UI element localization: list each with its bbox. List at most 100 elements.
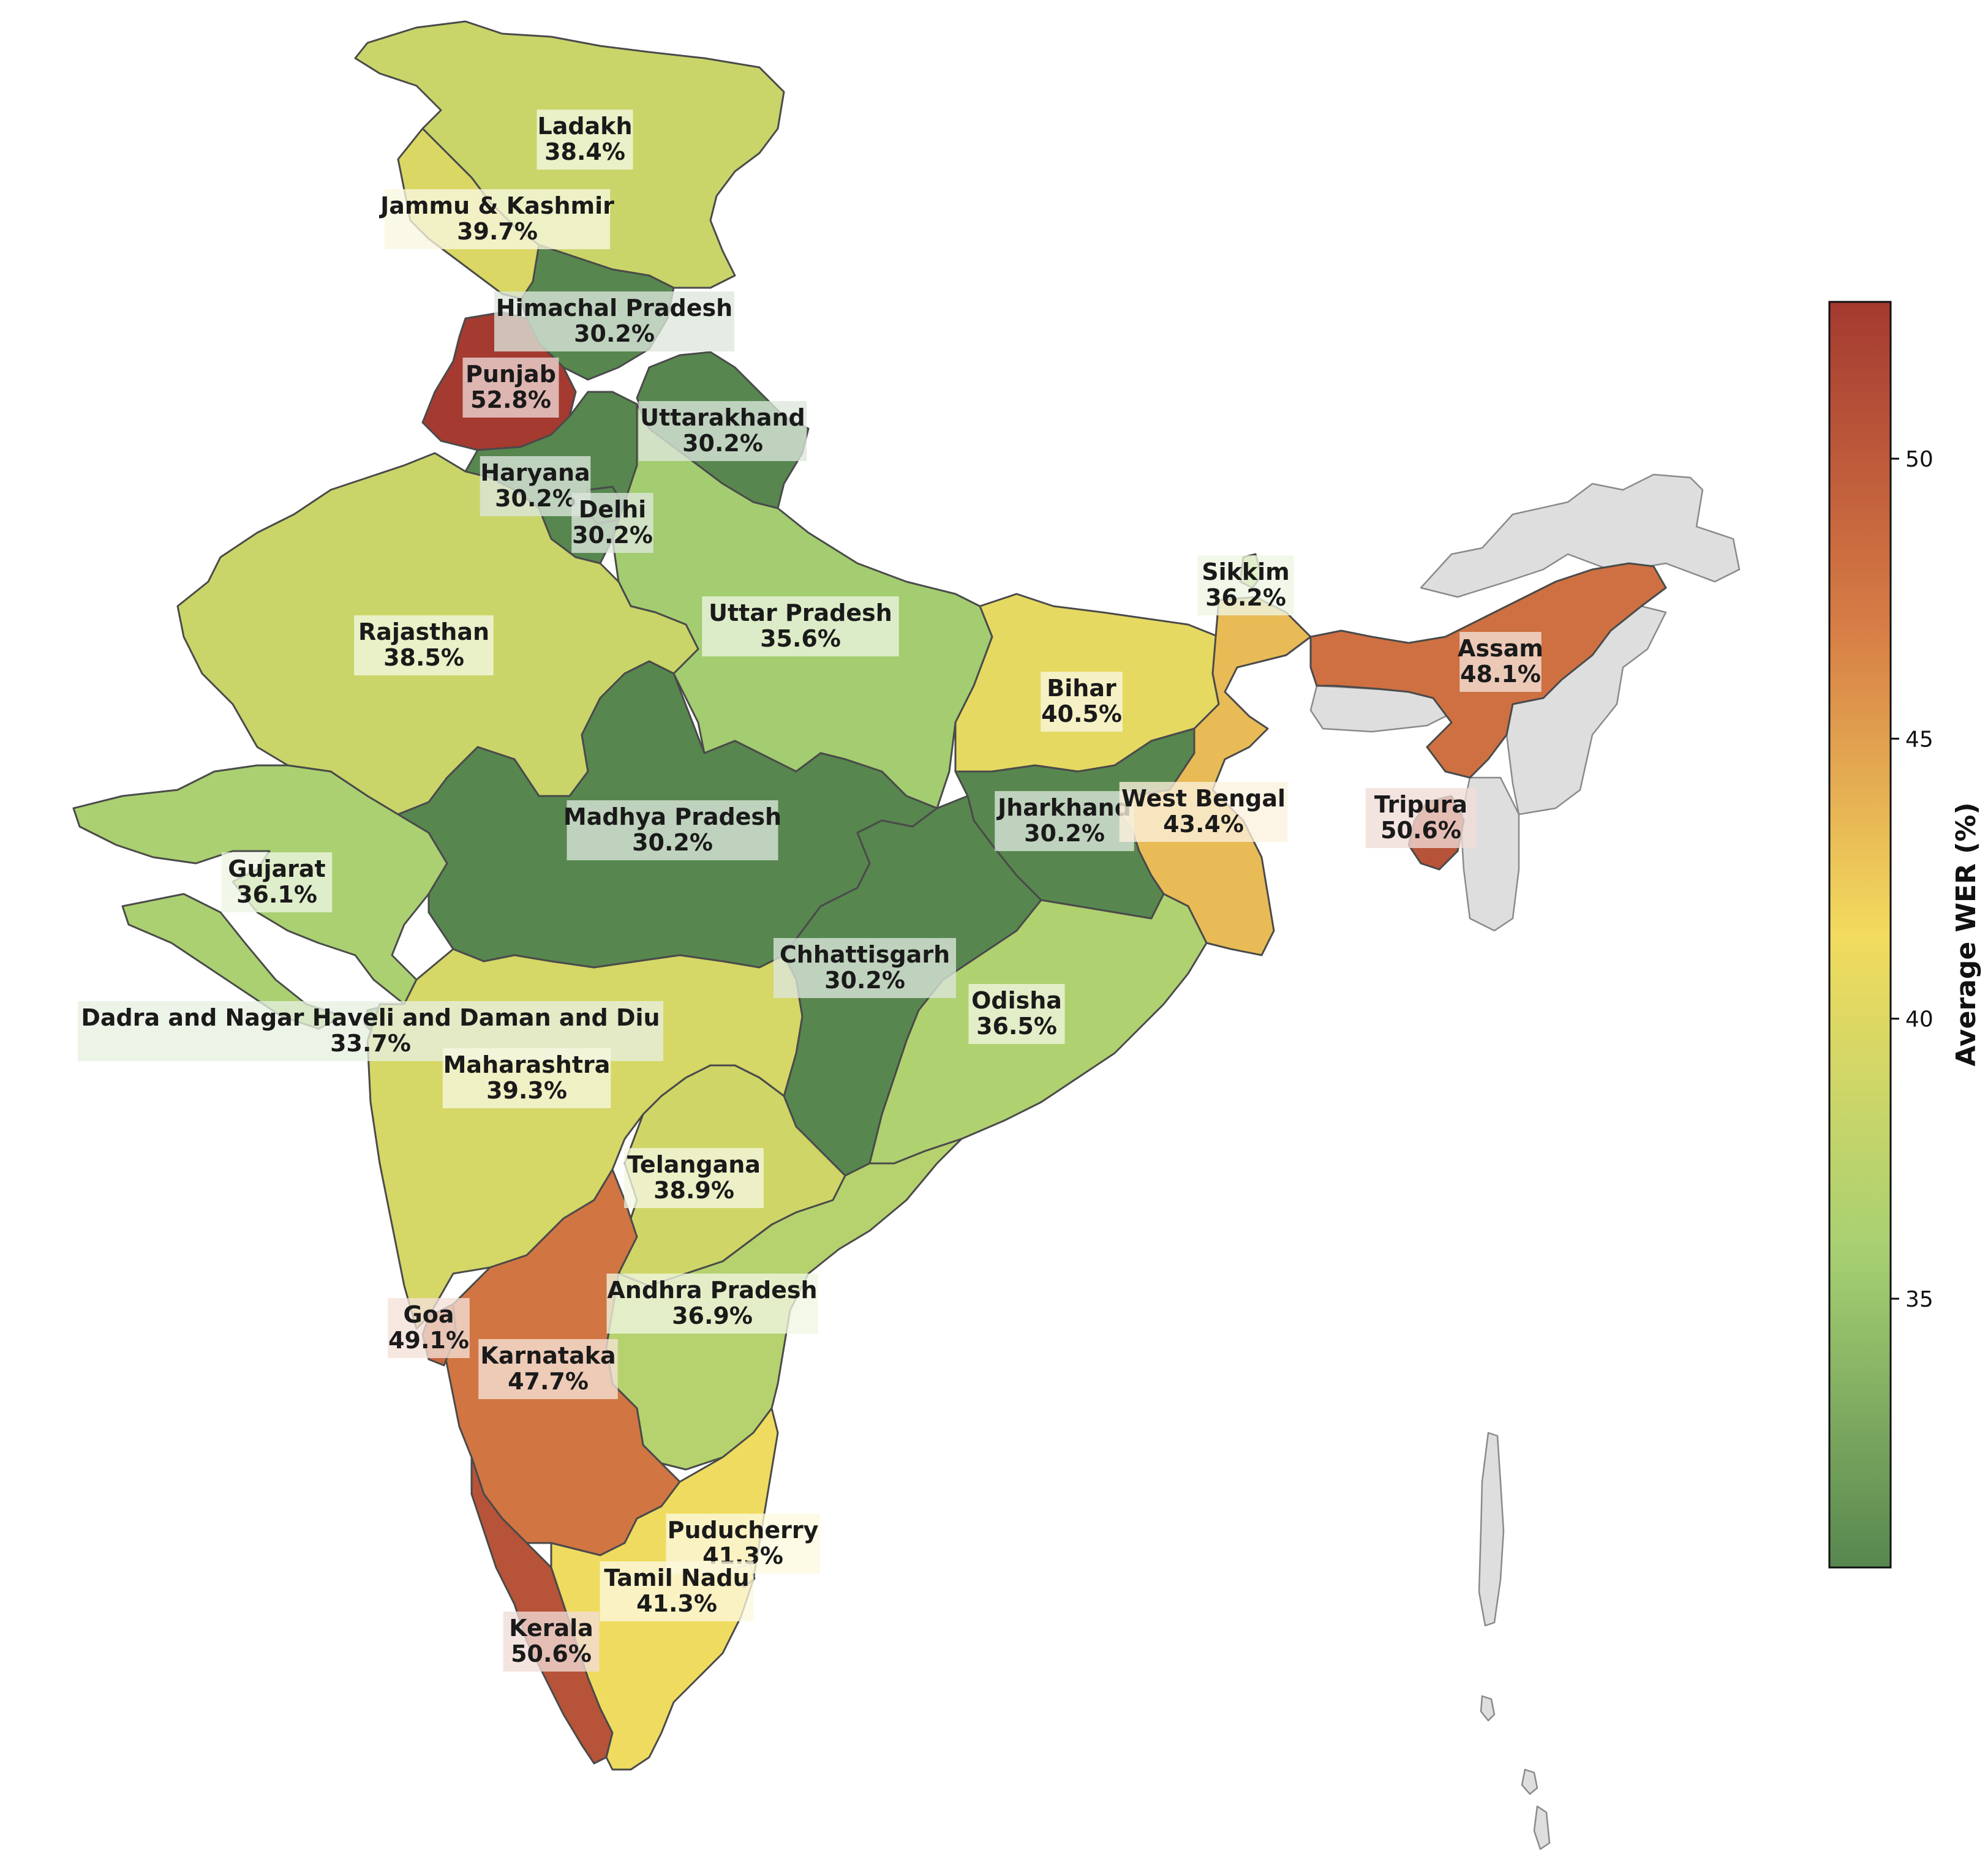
state-value-label: 39.3% xyxy=(486,1077,567,1104)
region-nodata-nicobar-islands xyxy=(1480,1695,1551,1850)
state-name-label: Tripura xyxy=(1374,791,1467,818)
label-box xyxy=(638,401,807,461)
label-box xyxy=(478,1339,618,1399)
state-name-label: Maharashtra xyxy=(443,1051,611,1078)
label-box xyxy=(1119,782,1288,842)
state-value-label: 36.1% xyxy=(236,881,317,908)
label-box xyxy=(567,800,778,860)
colorbar: 35 40 45 50 Average WER (%) xyxy=(1828,301,1982,1569)
label-box xyxy=(503,1612,600,1672)
state-name-label: Kerala xyxy=(509,1615,593,1642)
state-name-label: Ladakh xyxy=(537,113,632,140)
state-name-label: Andhra Pradesh xyxy=(607,1277,817,1304)
state-value-label: 30.2% xyxy=(495,485,576,512)
label-box xyxy=(624,1148,764,1208)
state-value-label: 50.6% xyxy=(511,1640,592,1667)
colorbar-gradient xyxy=(1828,301,1892,1569)
label-box xyxy=(388,1298,470,1358)
label-box xyxy=(774,938,956,998)
label-box xyxy=(606,1274,818,1334)
state-name-label: Himachal Pradesh xyxy=(496,295,732,321)
state-name-label: Assam xyxy=(1458,635,1543,662)
state-value-label: 36.2% xyxy=(1205,584,1286,611)
state-value-label: 30.2% xyxy=(632,829,713,856)
label-box xyxy=(702,596,899,656)
label-box xyxy=(1197,555,1294,615)
state-name-label: Haryana xyxy=(480,459,590,486)
state-name-label: Telangana xyxy=(627,1151,761,1178)
state-name-label: Sikkim xyxy=(1202,558,1290,585)
state-value-label: 36.5% xyxy=(976,1013,1057,1040)
state-value-label: 38.5% xyxy=(383,644,464,671)
state-value-label: 43.4% xyxy=(1163,811,1244,838)
colorbar-tick-label: 45 xyxy=(1905,727,1933,752)
state-value-label: 50.6% xyxy=(1380,817,1461,844)
no-data-regions xyxy=(1309,473,1741,1850)
state-value-label: 39.7% xyxy=(457,218,538,245)
state-value-label: 48.1% xyxy=(1460,661,1541,688)
colorbar-title: Average WER (%) xyxy=(1951,802,1982,1066)
state-name-label: Jammu & Kashmir xyxy=(378,192,614,219)
label-box xyxy=(537,110,633,170)
label-box xyxy=(354,615,494,675)
state-name-label: Bihar xyxy=(1047,675,1116,702)
state-value-label: 52.8% xyxy=(470,386,551,413)
label-box xyxy=(571,493,653,553)
state-value-label: 40.5% xyxy=(1041,700,1122,727)
state-value-label: 38.9% xyxy=(653,1177,734,1204)
colorbar-tick-label: 35 xyxy=(1905,1287,1933,1312)
colorbar-ticks: 35 40 45 50 xyxy=(1891,447,1933,1312)
label-box xyxy=(995,791,1134,851)
state-value-label: 38.4% xyxy=(544,138,625,165)
state-value-label: 36.9% xyxy=(672,1302,753,1329)
state-name-label: Delhi xyxy=(579,496,646,523)
state-name-label: Dadra and Nagar Haveli and Daman and Diu xyxy=(81,1004,660,1031)
state-value-label: 41.3% xyxy=(636,1590,717,1617)
state-value-label: 35.6% xyxy=(760,625,841,652)
region-nodata-arunachal xyxy=(1420,473,1741,598)
state-name-label: Puducherry xyxy=(668,1517,819,1544)
label-box xyxy=(1459,632,1542,692)
label-box xyxy=(1041,672,1123,732)
state-value-label: 30.2% xyxy=(682,430,763,457)
state-name-label: Goa xyxy=(404,1301,454,1328)
colorbar-tick-label: 50 xyxy=(1905,447,1933,472)
label-box xyxy=(1365,788,1477,848)
state-name-label: Rajasthan xyxy=(358,618,489,645)
state-value-label: 30.2% xyxy=(572,522,653,549)
state-name-label: Odisha xyxy=(971,987,1062,1014)
label-box xyxy=(494,291,734,351)
state-name-label: Uttar Pradesh xyxy=(709,599,892,626)
state-value-label: 47.7% xyxy=(508,1368,589,1395)
label-box xyxy=(600,1561,754,1621)
region-nodata-andaman-islands xyxy=(1478,1432,1505,1627)
colorbar-tick-label: 40 xyxy=(1905,1007,1933,1032)
state-name-label: Karnataka xyxy=(480,1342,616,1369)
state-name-label: Tamil Nadu xyxy=(604,1564,749,1591)
state-name-label: Punjab xyxy=(465,361,556,388)
